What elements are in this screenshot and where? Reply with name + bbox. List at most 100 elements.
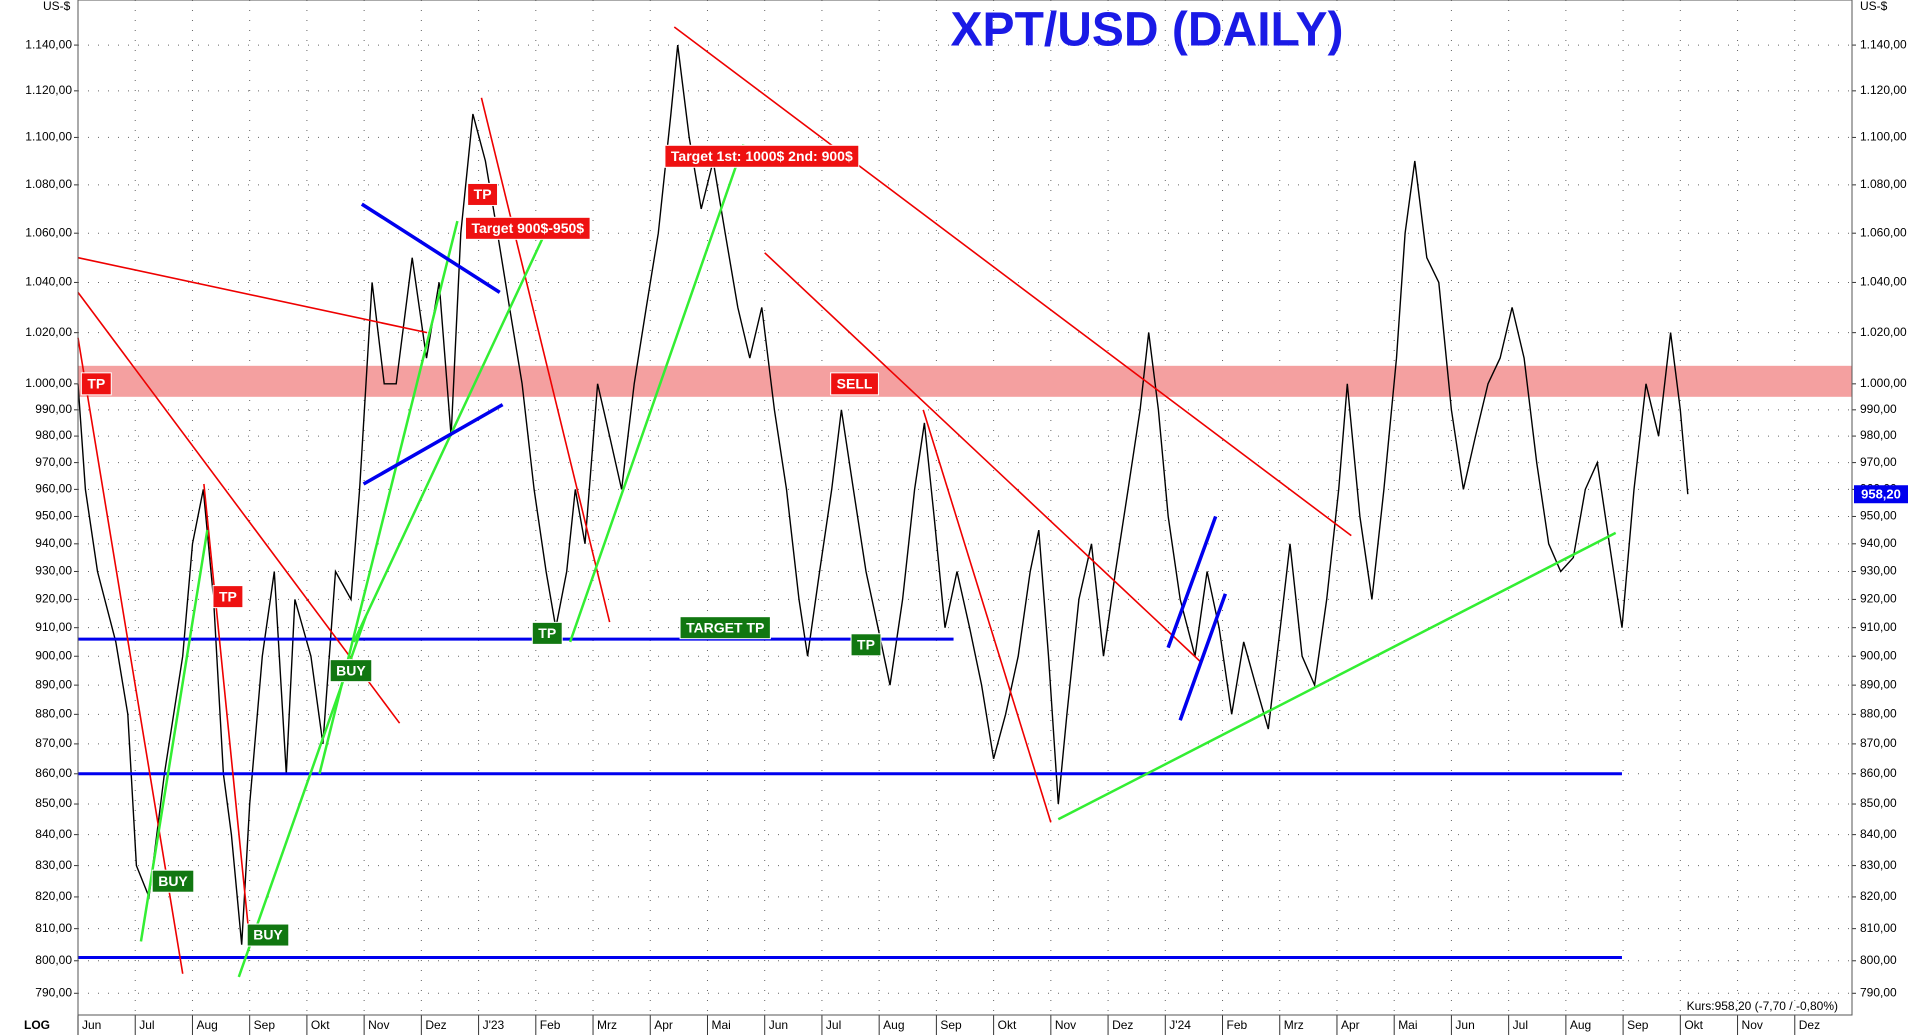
x-tick-label: Feb (540, 1018, 561, 1032)
x-tick-label: Aug (196, 1018, 217, 1032)
trend-line (1166, 515, 1218, 649)
x-tick-label: Dez (1799, 1018, 1820, 1032)
trend-line (480, 97, 611, 623)
y-tick-label: 980,00 (35, 428, 72, 442)
scale-label: LOG (24, 1018, 50, 1032)
x-tick-label: Dez (425, 1018, 446, 1032)
x-tick-label: Aug (883, 1018, 904, 1032)
y-tick-label: 820,00 (35, 889, 72, 903)
annotation-box (531, 621, 563, 645)
y-tick-label-right: 1.040,00 (1860, 275, 1907, 289)
annotation-box (850, 633, 882, 657)
y-tick-label: 850,00 (35, 796, 72, 810)
y-tick-label-right: 970,00 (1860, 455, 1897, 469)
y-tick-label-right: 900,00 (1860, 648, 1897, 662)
y-tick-label-right: 830,00 (1860, 858, 1897, 872)
y-tick-label-right: 870,00 (1860, 736, 1897, 750)
y-tick-label: 970,00 (35, 455, 72, 469)
trend-line (922, 409, 1052, 823)
x-tick-label: Jun (82, 1018, 101, 1032)
annotation-label: BUY (253, 927, 283, 943)
trend-line (1057, 531, 1617, 821)
x-tick-label: Sep (940, 1018, 962, 1032)
y-tick-label-right: 1.120,00 (1860, 83, 1907, 97)
plot-area (77, 26, 1852, 978)
trend-line (77, 337, 184, 974)
trend-line (673, 26, 1352, 537)
x-tick-label: J'24 (1169, 1018, 1191, 1032)
x-tick-label: Dez (1112, 1018, 1133, 1032)
annotation-box (212, 585, 244, 609)
y-tick-label-right: 810,00 (1860, 921, 1897, 935)
price-line (77, 45, 1689, 945)
annotation-box (464, 216, 591, 240)
y-tick-label: 920,00 (35, 592, 72, 606)
y-tick-label: 800,00 (35, 953, 72, 967)
x-tick-label: Okt (998, 1018, 1017, 1032)
y-tick-label: 860,00 (35, 766, 72, 780)
y-tick-label-right: 800,00 (1860, 953, 1897, 967)
x-tick-label: Apr (654, 1018, 673, 1032)
y-tick-label-right: 1.100,00 (1860, 130, 1907, 144)
annotation-box (664, 144, 860, 168)
annotation-box (151, 869, 195, 893)
x-tick-label: Mrz (1284, 1018, 1304, 1032)
y-tick-label: 840,00 (35, 827, 72, 841)
y-tick-label-right: 910,00 (1860, 620, 1897, 634)
x-tick-label: Okt (1684, 1018, 1703, 1032)
y-tick-label: 1.120,00 (25, 83, 72, 97)
y-tick-label-right: 1.060,00 (1860, 225, 1907, 239)
trend-line (568, 144, 745, 643)
y-tick-label-right: 1.080,00 (1860, 177, 1907, 191)
y-tick-label: 910,00 (35, 620, 72, 634)
annotation-label: TP (857, 636, 875, 652)
y-tick-label-right: 990,00 (1860, 402, 1897, 416)
footer: Kurs:958,20 (-7,70 / -0,80%) (1687, 999, 1838, 1013)
x-tick-label: Nov (368, 1018, 389, 1032)
y-tick-label: 930,00 (35, 564, 72, 578)
plot-frame (77, 0, 1853, 1016)
y-tick-label-right: 920,00 (1860, 592, 1897, 606)
annotation-label: Target 1st: 1000$ 2nd: 900$ (671, 148, 853, 164)
y-tick-label-right: 890,00 (1860, 677, 1897, 691)
x-tick-label: Nov (1742, 1018, 1763, 1032)
x-tick-label: Sep (1627, 1018, 1649, 1032)
price-band (78, 365, 1852, 397)
trend-line (360, 202, 501, 294)
x-tick-label: Apr (1341, 1018, 1360, 1032)
x-tick-label: Jul (139, 1018, 154, 1032)
y-tick-label: 880,00 (35, 707, 72, 721)
last-price-box (1854, 485, 1908, 504)
y-tick-label: 1.140,00 (25, 37, 72, 51)
annotation-label: SELL (837, 376, 873, 392)
y-tick-label: 1.040,00 (25, 275, 72, 289)
x-tick-label: Nov (1055, 1018, 1076, 1032)
annotation-label: TP (538, 625, 556, 641)
y-tick-label-right: 860,00 (1860, 766, 1897, 780)
trend-line (77, 256, 428, 334)
y-tick-label: 830,00 (35, 858, 72, 872)
y-tick-label-right: 940,00 (1860, 536, 1897, 550)
annotation-label: TP (87, 376, 105, 392)
trend-line (1178, 593, 1228, 721)
y-tick-label-right: 880,00 (1860, 707, 1897, 721)
annotation-box (246, 923, 290, 947)
x-tick-label: Okt (311, 1018, 330, 1032)
y-tick-label: 940,00 (35, 536, 72, 550)
y-tick-label: 950,00 (35, 509, 72, 523)
x-tick-label: Jul (826, 1018, 841, 1032)
x-tick-label: Jun (769, 1018, 788, 1032)
trend-line (203, 483, 251, 942)
y-tick-label-right: 1.000,00 (1860, 376, 1907, 390)
annotation-box (329, 659, 373, 683)
y-tick-label: 890,00 (35, 677, 72, 691)
y-tick-label: 1.020,00 (25, 325, 72, 339)
annotation-box (830, 372, 879, 396)
y-tick-label: 1.060,00 (25, 225, 72, 239)
y-tick-label-right: 950,00 (1860, 509, 1897, 523)
y-tick-label: 790,00 (35, 985, 72, 999)
annotation-label: BUY (158, 873, 188, 889)
annotation-label: TP (219, 588, 237, 604)
y-tick-label-right: 850,00 (1860, 796, 1897, 810)
